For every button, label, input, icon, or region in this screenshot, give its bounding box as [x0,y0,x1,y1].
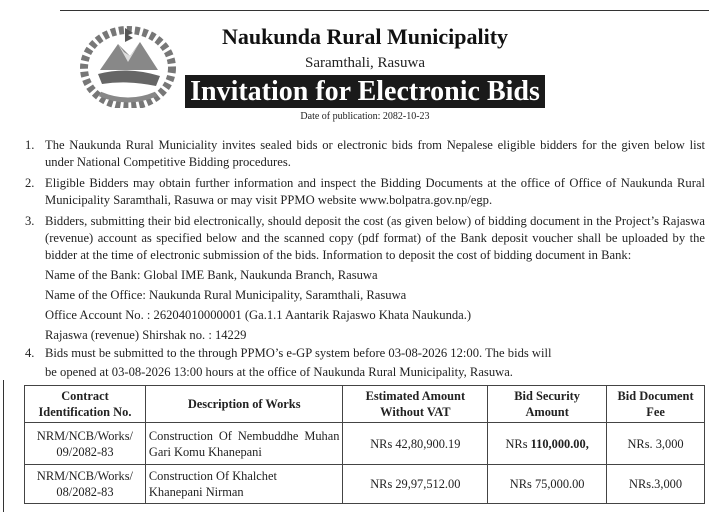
publication-date: Date of publication: 2082-10-23 [300,111,430,122]
list-item: 2. Eligible Bidders may obtain further i… [25,175,705,209]
item-number: 1. [25,138,35,152]
work-description: Construction Of Khalchet Khanepani Nirman [144,464,344,504]
bank-name: Name of the Bank: Global IME Bank, Nauku… [45,268,378,282]
item-text: The Naukunda Rural Municiality invites s… [45,138,705,169]
item-text: Bidders, submitting their bid electronic… [45,214,705,262]
header-bid-security: Bid Security Amount [487,385,608,423]
emblem-logo [80,26,176,108]
header-contract-id: Contract Identification No. [24,385,146,423]
estimated-amount: NRs 29,97,512.00 [342,464,489,504]
item-text: Eligible Bidders may obtain further info… [45,176,705,207]
list-item: 4. Bids must be submitted to the through… [25,345,705,362]
bids-table: Contract Identification No. Description o… [24,385,705,504]
table-row: NRM/NCB/Works/08/2082-83 Construction Of… [24,464,705,504]
item-text: Bids must be submitted to the through PP… [45,346,552,360]
table-row: NRM/NCB/Works/09/2082-83 Construction Of… [24,422,705,465]
item-number: 3. [25,214,35,228]
banner-heading: Invitation for Electronic Bids [185,75,545,108]
contract-id: NRM/NCB/Works/09/2082-83 [24,422,146,465]
bid-security: NRs 75,000.00 [487,464,608,504]
header-document-fee: Bid Document Fee [606,385,705,423]
item-number: 4. [25,346,35,360]
revenue-shirshak: Rajaswa (revenue) Shirshak no. : 14229 [45,328,247,342]
bid-security: NRs 110,000.00, [487,422,608,465]
contract-id: NRM/NCB/Works/08/2082-83 [24,464,146,504]
item-text-continued: be opened at 03-08-2026 13:00 hours at t… [45,365,513,379]
page-title: Naukunda Rural Municipality [221,24,509,49]
list-item: 3. Bidders, submitting their bid electro… [25,213,705,264]
work-description: Construction Of Nembuddhe Muhan Gari Kom… [144,422,344,465]
banner-wrapper: Invitation for Electronic Bids [170,75,560,108]
document-fee: NRs. 3,000 [606,422,705,465]
document-fee: NRs.3,000 [606,464,705,504]
estimated-amount: NRs 42,80,900.19 [342,422,489,465]
header-estimated-amount: Estimated Amount Without VAT [342,385,489,423]
header-description: Description of Works [144,385,344,423]
item-number: 2. [25,176,35,190]
top-rule [60,10,709,11]
notice-body: 1. The Naukunda Rural Municiality invite… [24,137,705,504]
left-rule [3,380,4,512]
page-subtitle: Saramthali, Rasuwa [305,55,425,71]
office-name: Name of the Office: Naukunda Rural Munic… [45,288,407,302]
list-item: 1. The Naukunda Rural Municiality invite… [25,137,705,171]
table-header-row: Contract Identification No. Description o… [24,385,705,423]
account-number: Office Account No. : 26204010000001 (Ga.… [45,308,472,322]
